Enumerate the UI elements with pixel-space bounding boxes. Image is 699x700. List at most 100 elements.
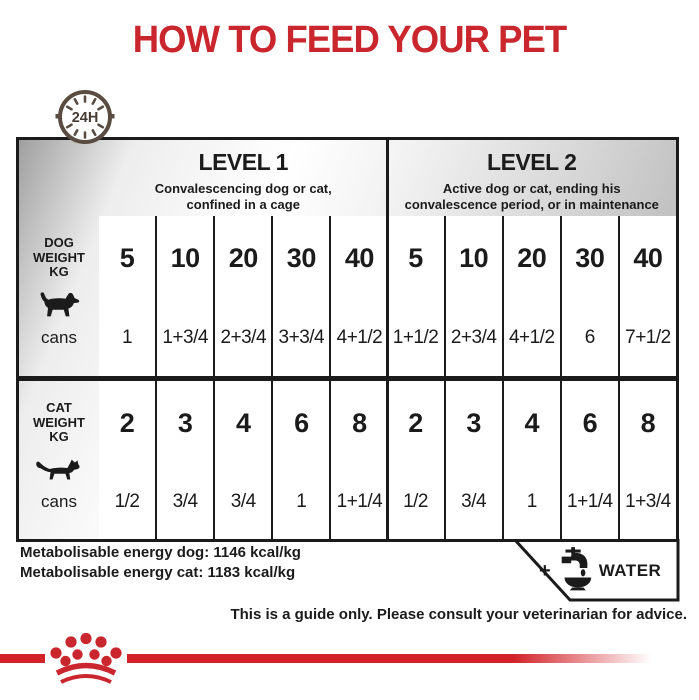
weight-value: 20 <box>517 242 547 273</box>
cans-value: 2+3/4 <box>220 327 267 348</box>
weight-value: 40 <box>344 242 375 273</box>
dog-level1-column-4: 40 4+1/2 <box>329 216 388 376</box>
water-badge-content: + WATER <box>539 546 674 596</box>
cat-level1-column-0: 2 1/2 <box>99 381 156 539</box>
cat-level1-column-4: 8 1+1/4 <box>329 381 388 539</box>
weight-value: 8 <box>640 407 656 438</box>
cans-value: 1+1/4 <box>567 491 613 512</box>
water-label: WATER <box>598 561 662 580</box>
cat-weight-label: CAT WEIGHT KG <box>33 400 85 445</box>
cans-value: 2+3/4 <box>450 327 497 348</box>
water-badge <box>512 539 680 602</box>
weight-value: 5 <box>119 242 135 273</box>
weight-value: 20 <box>228 242 259 273</box>
cans-value: 1+3/4 <box>162 327 208 348</box>
cat-cans-label: cans <box>41 492 77 511</box>
level-divider-line <box>386 140 389 539</box>
dog-level2-column-4: 40 7+1/2 <box>617 216 676 376</box>
guide-note: This is a guide only. Please consult you… <box>230 606 687 623</box>
cat-level2-columns: 2 1/2 3 3/4 4 1 6 1+1/4 8 1+3/4 <box>387 381 677 539</box>
weight-value: 4 <box>235 407 251 438</box>
cans-value: 1/2 <box>403 491 428 512</box>
dog-level2-columns: 5 1+1/2 10 2+3/4 20 4+1/2 30 6 40 7+1/2 <box>387 216 677 376</box>
cat-level1-column-2: 4 3/4 <box>213 381 272 539</box>
level2-header: LEVEL 2 Active dog or cat, ending his co… <box>388 140 677 216</box>
cans-value: 4+1/2 <box>508 327 555 348</box>
dog-cat-divider-line <box>19 376 676 381</box>
cat-level1-column-1: 3 3/4 <box>155 381 214 539</box>
dog-icon <box>37 290 81 325</box>
cans-value: 1+1/4 <box>336 491 383 512</box>
24h-clock-icon: 24H <box>55 88 115 146</box>
cat-level2-column-4: 8 1+3/4 <box>617 381 676 539</box>
royal-canin-crown-logo <box>44 631 128 690</box>
dog-level1-column-3: 30 3+3/4 <box>271 216 330 376</box>
energy-info: Metabolisable energy dog: 1146 kcal/kg M… <box>20 543 301 583</box>
dog-weight-label: DOG WEIGHT KG <box>33 235 85 280</box>
cat-level2-column-3: 6 1+1/4 <box>559 381 618 539</box>
weight-value: 4 <box>524 407 539 438</box>
cans-value: 1+1/2 <box>392 327 439 348</box>
weight-value: 10 <box>459 242 489 273</box>
weight-value: 30 <box>286 242 317 273</box>
level1-description: Convalescencing dog or cat, confined in … <box>154 181 332 212</box>
energy-dog-line: Metabolisable energy dog: 1146 kcal/kg <box>20 544 301 561</box>
weight-value: 6 <box>582 407 598 438</box>
cat-icon <box>35 455 83 488</box>
dog-section: DOG WEIGHT KG cans 5 1 10 1+3/4 20 2+3/4 30 3+3… <box>19 216 676 376</box>
cat-section: CAT WEIGHT KG cans 2 1/2 3 3/4 4 3/4 6 1 8 1+1/4 2… <box>19 381 676 539</box>
weight-value: 6 <box>294 407 309 438</box>
cat-level2-column-1: 3 3/4 <box>443 381 502 539</box>
weight-value: 40 <box>633 242 663 273</box>
brand-stripe-right <box>127 654 679 663</box>
cans-value: 3/4 <box>172 491 198 512</box>
dog-cans-label: cans <box>41 328 77 347</box>
weight-value: 30 <box>575 242 605 273</box>
cans-value: 3/4 <box>461 491 487 512</box>
cat-row-labels: CAT WEIGHT KG cans <box>19 381 99 539</box>
table-header-row: LEVEL 1 Convalescencing dog or cat, conf… <box>19 140 676 216</box>
dog-level1-column-1: 10 1+3/4 <box>155 216 214 376</box>
weight-value: 3 <box>177 407 193 438</box>
cans-value: 3+3/4 <box>278 327 325 348</box>
cat-level1-columns: 2 1/2 3 3/4 4 3/4 6 1 8 1+1/4 <box>99 381 388 539</box>
level1-title: LEVEL 1 <box>198 149 289 175</box>
level2-description: Active dog or cat, ending his convalesce… <box>404 181 659 212</box>
weight-value: 3 <box>466 407 481 438</box>
cans-value: 1+3/4 <box>625 491 671 512</box>
weight-value: 2 <box>408 407 423 438</box>
weight-value: 8 <box>352 407 367 438</box>
cans-value: 3/4 <box>230 491 256 512</box>
dog-level1-column-2: 20 2+3/4 <box>213 216 272 376</box>
dog-level2-column-0: 5 1+1/2 <box>387 216 444 376</box>
brand-stripe-left <box>0 654 45 663</box>
dog-level2-column-3: 30 6 <box>559 216 618 376</box>
feeding-table: LEVEL 1 Convalescencing dog or cat, conf… <box>16 137 679 542</box>
cans-value: 4+1/2 <box>336 327 383 348</box>
weight-value: 2 <box>119 407 135 438</box>
energy-cat-line: Metabolisable energy cat: 1183 kcal/kg <box>20 564 296 581</box>
dog-level1-columns: 5 1 10 1+3/4 20 2+3/4 30 3+3/4 40 4+1/2 <box>99 216 388 376</box>
cans-value: 7+1/2 <box>625 327 671 348</box>
cans-value: 1 <box>296 491 307 512</box>
dog-level2-column-2: 20 4+1/2 <box>501 216 560 376</box>
weight-value: 10 <box>170 242 201 273</box>
dog-row-labels: DOG WEIGHT KG cans <box>19 216 99 376</box>
clock-label-svg-slot: 24H <box>72 110 99 126</box>
level1-header: LEVEL 1 Convalescencing dog or cat, conf… <box>99 140 388 216</box>
weight-value: 5 <box>408 242 423 273</box>
cans-value: 6 <box>584 327 596 348</box>
cat-level2-column-0: 2 1/2 <box>387 381 444 539</box>
cans-value: 1 <box>526 491 538 512</box>
dog-level2-column-1: 10 2+3/4 <box>443 216 502 376</box>
page-title: HOW TO FEED YOUR PET <box>132 19 567 61</box>
cans-value: 1/2 <box>114 491 140 512</box>
plus-sign: + <box>539 559 551 582</box>
water-tap-icon <box>556 546 594 596</box>
cans-value: 1 <box>122 327 133 348</box>
level2-title: LEVEL 2 <box>487 149 577 175</box>
